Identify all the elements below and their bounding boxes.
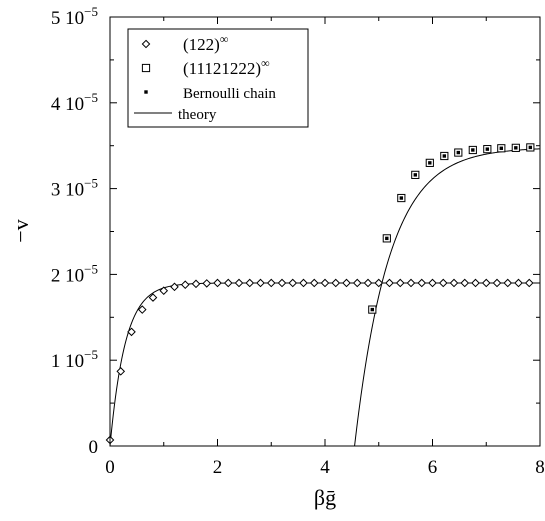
bernoulli-point	[399, 196, 404, 200]
diamond-point	[266, 278, 276, 288]
diamond-point	[385, 278, 394, 288]
diamond-point	[191, 279, 201, 289]
diamond-point	[288, 278, 298, 288]
legend-filled-square-symbol	[144, 90, 148, 94]
tick-labels: 0 2 4 6 8 0 1 10−5 2 10−5 3 10−5 4 10−5 5 10−5	[51, 4, 545, 478]
diamond-point	[395, 278, 405, 288]
diamond-point	[213, 278, 222, 288]
diamond-point	[234, 278, 244, 288]
diamond-point	[277, 278, 287, 288]
diamond-point	[159, 286, 169, 296]
diamond-point	[438, 278, 448, 288]
bernoulli-point	[514, 146, 518, 150]
diamond-point	[202, 279, 212, 288]
bernoulli-point	[413, 173, 417, 177]
y-axis-label: −v	[8, 219, 33, 242]
y-tick-label: 1 10−5	[51, 347, 98, 372]
bernoulli-point	[471, 148, 475, 152]
x-tick-label: 2	[213, 457, 223, 478]
y-tick-label: 0	[89, 437, 99, 458]
diamond-point	[137, 305, 147, 314]
legend-square-symbol	[141, 63, 151, 73]
theory-curves	[110, 148, 540, 446]
diamond-point	[256, 278, 265, 288]
legend-label: (11121222)∞	[183, 56, 270, 78]
y-tick-label: 4 10−5	[51, 90, 98, 115]
diamond-point	[331, 278, 341, 288]
diamond-point	[148, 293, 158, 302]
diamond-point	[116, 367, 126, 376]
x-tick-label: 6	[428, 457, 438, 478]
diamond-point	[309, 278, 319, 288]
diamond-point	[245, 278, 255, 288]
y-tick-label: 3 10−5	[51, 176, 98, 201]
diamond-point	[352, 278, 362, 288]
diamond-point	[363, 278, 373, 288]
diamond-point	[374, 278, 384, 288]
y-tick-label: 2 10−5	[51, 261, 98, 286]
bernoulli-point	[428, 161, 432, 165]
diamond-point	[481, 278, 491, 288]
theory-curve-2	[354, 148, 540, 446]
bernoulli-point	[499, 146, 503, 150]
legend-diamond-symbol	[141, 39, 151, 49]
theory-curve-1	[110, 282, 540, 446]
diamond-point	[320, 278, 330, 288]
diamond-point	[223, 278, 233, 288]
legend-label: (122)∞	[183, 32, 228, 54]
bernoulli-point	[385, 236, 389, 241]
diamond-point	[524, 278, 534, 288]
legend-label: theory	[178, 107, 217, 123]
legend: (122)∞(11121222)∞ Bernoulli chain theory	[127, 28, 309, 128]
diamond-point	[503, 278, 513, 288]
x-tick-label: 0	[105, 457, 115, 478]
bernoulli-point	[370, 307, 374, 312]
axis-ticks	[109, 16, 541, 447]
diamond-point	[299, 278, 308, 288]
diamond-point	[492, 278, 502, 288]
diamond-point	[170, 282, 179, 292]
diamond-point	[471, 278, 480, 288]
bernoulli-point	[485, 147, 490, 151]
legend-box	[127, 28, 309, 128]
diamond-point	[180, 280, 190, 290]
diamond-point	[460, 278, 470, 288]
diamond-point	[428, 278, 437, 288]
diamond-point	[449, 278, 459, 288]
legend-label: Bernoulli chain	[183, 86, 276, 102]
diamond-point	[406, 278, 416, 288]
x-tick-label: 4	[320, 457, 330, 478]
x-axis-label: βḡ	[314, 485, 336, 510]
bernoulli-point	[442, 154, 447, 158]
bernoulli-point	[528, 145, 533, 150]
diamond-point	[514, 278, 523, 288]
bernoulli-point	[456, 150, 460, 155]
data-markers	[105, 143, 535, 445]
diamond-point	[342, 278, 351, 288]
x-tick-label: 8	[535, 457, 545, 478]
y-tick-label: 5 10−5	[51, 4, 98, 29]
diamond-point	[417, 278, 427, 288]
diamond-point	[127, 327, 136, 337]
